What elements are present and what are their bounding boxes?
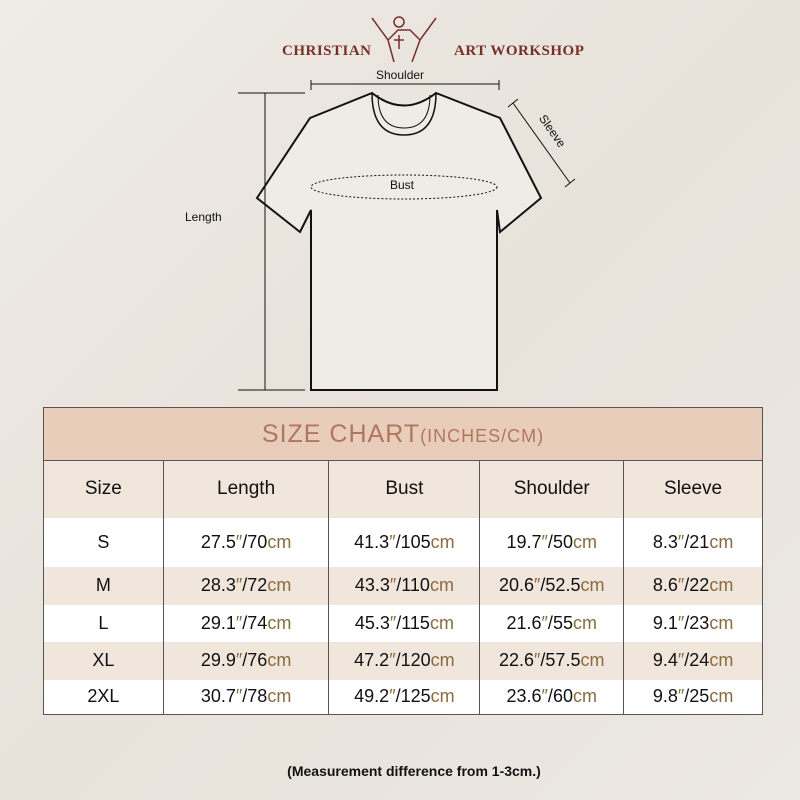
table-header-row: Size Length Bust Shoulder Sleeve xyxy=(43,460,763,518)
table-row: L 29.1″/74cm 45.3″/115cm 21.6″/55cm 9.1″/23c… xyxy=(43,604,763,642)
measurement-cell: 28.3″/72cm xyxy=(162,566,329,605)
measurement-cell: 9.8″/25cm xyxy=(623,679,763,715)
measurement-cell: 41.3″/105cm xyxy=(328,517,480,567)
column-header: Shoulder xyxy=(479,460,624,518)
size-cell: M xyxy=(43,566,164,605)
measurement-cell: 43.3″/110cm xyxy=(328,566,480,605)
measurement-cell: 22.6″/57.5cm xyxy=(479,641,624,680)
measurement-cell: 45.3″/115cm xyxy=(328,604,480,642)
size-chart-title: SIZE CHART(INCHES/CM) xyxy=(43,407,763,461)
size-cell: 2XL xyxy=(43,679,164,715)
column-header: Length xyxy=(162,460,329,518)
length-label: Length xyxy=(185,210,222,224)
table-row: M 28.3″/72cm 43.3″/110cm 20.6″/52.5cm 8.6″/2… xyxy=(43,566,763,605)
table-row: 2XL 30.7″/78cm 49.2″/125cm 23.6″/60cm 9.8″/2… xyxy=(43,679,763,715)
table-row: S 27.5″/70cm 41.3″/105cm 19.7″/50cm 8.3″/21c… xyxy=(43,517,763,567)
measurement-cell: 30.7″/78cm xyxy=(162,679,329,715)
measurement-cell: 23.6″/60cm xyxy=(479,679,624,715)
measurement-cell: 29.9″/76cm xyxy=(162,641,329,680)
size-cell: L xyxy=(43,604,164,642)
measurement-cell: 49.2″/125cm xyxy=(328,679,480,715)
shoulder-label: Shoulder xyxy=(376,68,425,82)
column-header: Sleeve xyxy=(623,460,763,518)
measurement-cell: 8.6″/22cm xyxy=(623,566,763,605)
column-header: Size xyxy=(43,460,164,518)
measurement-cell: 47.2″/120cm xyxy=(328,641,480,680)
measurement-cell: 9.1″/23cm xyxy=(623,604,763,642)
size-cell: S xyxy=(43,517,164,567)
size-chart-table: SIZE CHART(INCHES/CM) Size Length Bust Shou… xyxy=(43,407,763,715)
size-cell: XL xyxy=(43,641,164,680)
measurement-cell: 19.7″/50cm xyxy=(479,517,624,567)
bust-label: Bust xyxy=(390,178,415,192)
logo-text-right: ART WORKSHOP xyxy=(454,43,585,59)
logo-figure-icon xyxy=(371,16,437,63)
measurement-note: (Measurement difference from 1-3cm.) xyxy=(287,763,541,779)
measurement-cell: 9.4″/24cm xyxy=(623,641,763,680)
column-header: Bust xyxy=(328,460,480,518)
measurement-cell: 27.5″/70cm xyxy=(162,517,329,567)
logo-text-left: CHRISTIAN xyxy=(282,43,372,59)
tshirt-diagram xyxy=(238,16,576,391)
measurement-cell: 8.3″/21cm xyxy=(623,517,763,567)
table-row: XL 29.9″/76cm 47.2″/120cm 22.6″/57.5cm 9.4″/… xyxy=(43,641,763,680)
measurement-cell: 21.6″/55cm xyxy=(479,604,624,642)
measurement-cell: 20.6″/52.5cm xyxy=(479,566,624,605)
measurement-cell: 29.1″/74cm xyxy=(162,604,329,642)
